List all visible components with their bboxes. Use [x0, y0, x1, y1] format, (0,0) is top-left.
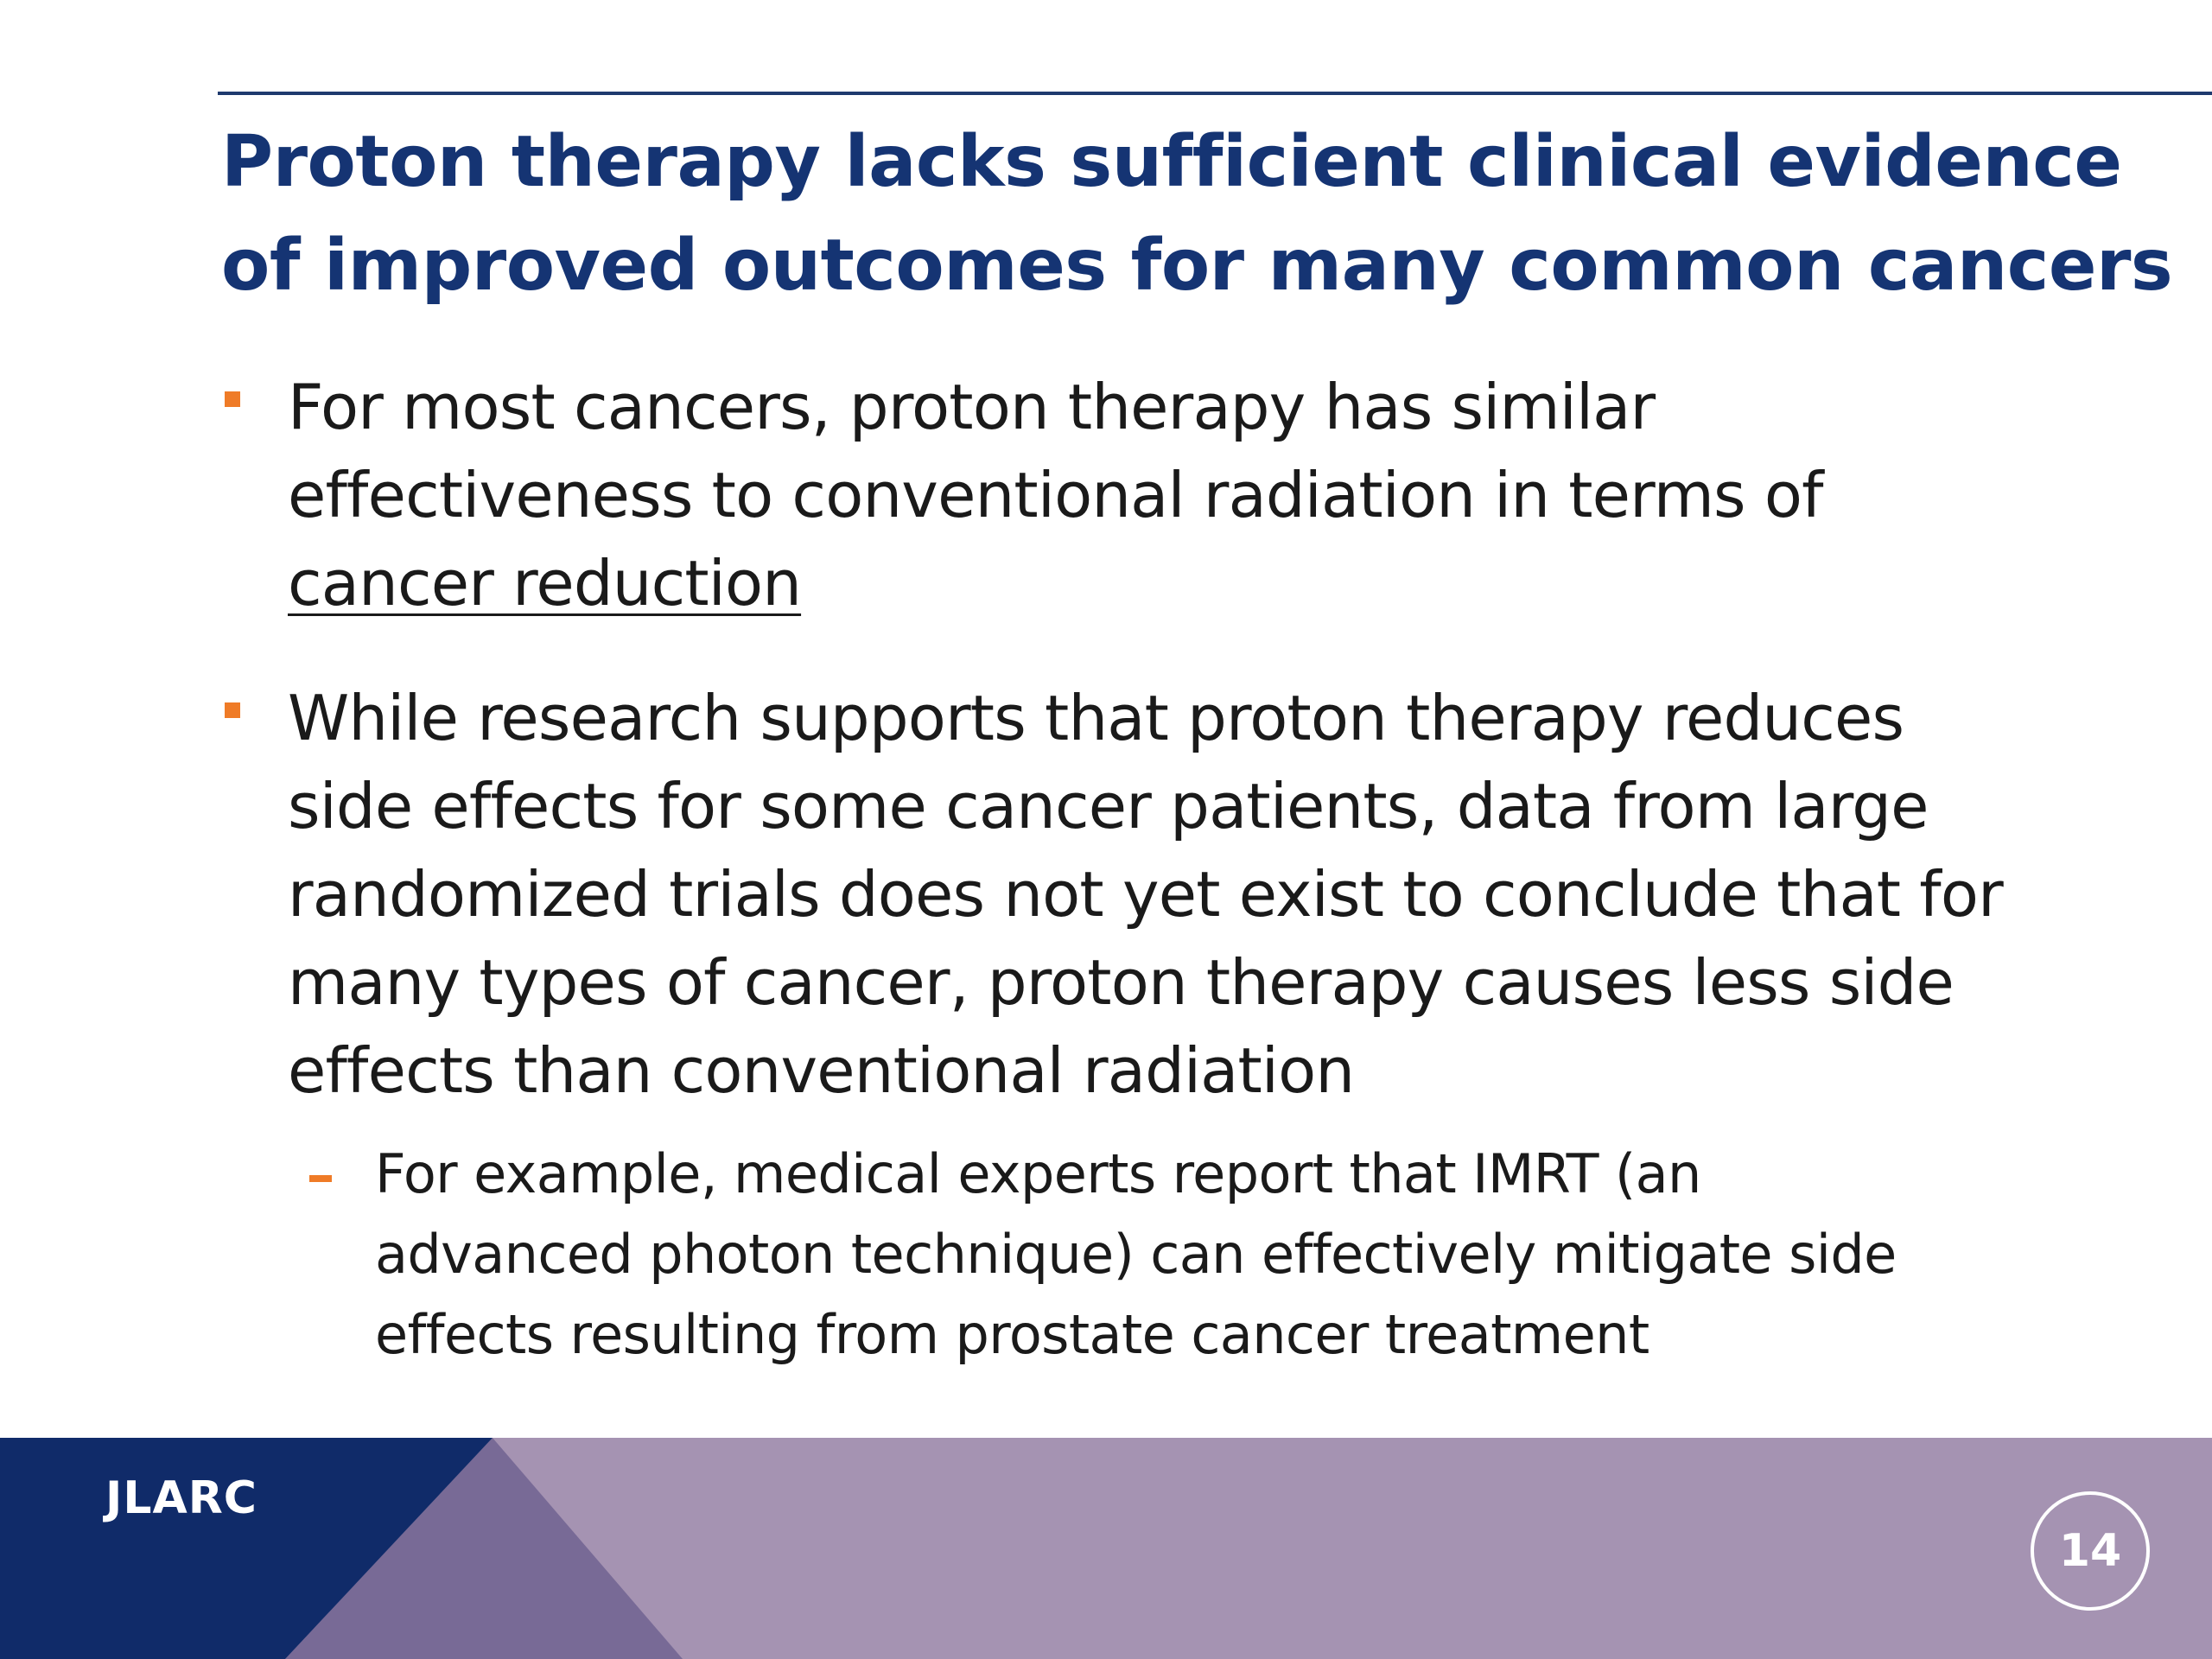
square-bullet-icon — [225, 702, 240, 718]
page-number-badge: 14 — [2031, 1491, 2150, 1611]
bullet-1-line-1: For most cancers, proton therapy has sim… — [288, 371, 1656, 443]
sub-bullet-text: For example, medical experts report that… — [375, 1134, 1897, 1375]
bullet-1-line-3: cancer reduction — [288, 547, 802, 620]
bullet-2-line-3: randomized trials does not yet exist to … — [288, 858, 2004, 931]
bullet-text-1: For most cancers, proton therapy has sim… — [288, 363, 1823, 627]
sub-bullet-line-3: effects resulting from prostate cancer t… — [375, 1303, 1649, 1366]
bullet-2-line-1: While research supports that proton ther… — [288, 682, 1904, 754]
footer-mid-triangle — [285, 1438, 683, 1659]
jlarc-logo: JLARC — [105, 1472, 257, 1524]
footer-band: JLARC 14 — [0, 1438, 2212, 1659]
footer-navy-shape — [0, 1438, 493, 1659]
bullet-2-line-2: side effects for some cancer patients, d… — [288, 770, 1929, 842]
sub-bullet-line-2: advanced photon technique) can effective… — [375, 1223, 1897, 1286]
slide-title-line-1: Proton therapy lacks sufficient clinical… — [221, 121, 2122, 203]
dash-bullet-icon — [309, 1175, 332, 1182]
footer-shapes — [0, 1438, 683, 1659]
bullet-text-2: While research supports that proton ther… — [288, 674, 2004, 1115]
slide-title-line-2: of improved outcomes for many common can… — [221, 225, 2173, 307]
slide-title: Proton therapy lacks sufficient clinical… — [221, 111, 2173, 318]
bullet-2-line-5: effects than conventional radiation — [288, 1034, 1355, 1107]
bullet-1-line-2: effectiveness to conventional radiation … — [288, 459, 1823, 531]
sub-bullet-line-1: For example, medical experts report that… — [375, 1142, 1701, 1205]
top-rule — [218, 92, 2212, 95]
square-bullet-icon — [225, 391, 240, 407]
bullet-2-line-4: many types of cancer, proton therapy cau… — [288, 946, 1955, 1019]
